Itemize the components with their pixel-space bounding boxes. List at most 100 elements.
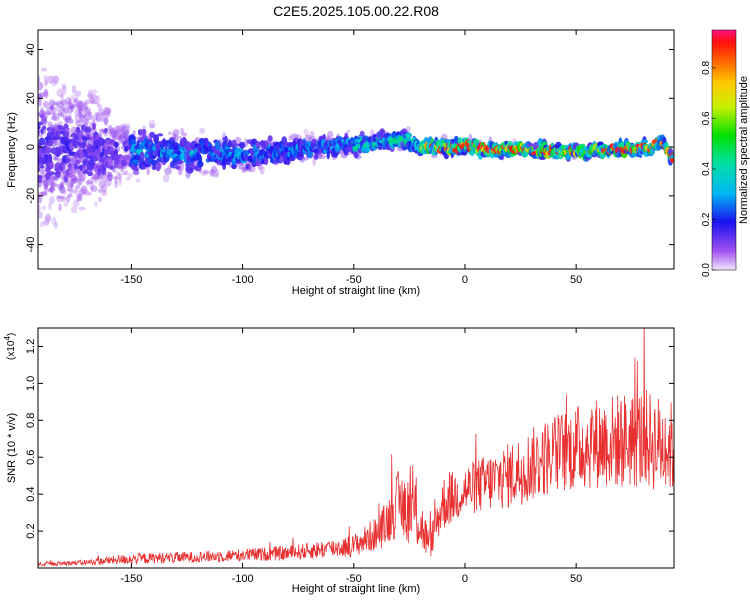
spectrogram-cell bbox=[135, 178, 141, 183]
spectrogram-cell bbox=[52, 123, 60, 131]
spectrogram-cell bbox=[112, 129, 117, 138]
spectrogram-cell bbox=[132, 171, 140, 175]
spectrogram-cell bbox=[72, 170, 76, 178]
spectrogram-cell bbox=[172, 129, 180, 137]
spectrogram-cell bbox=[51, 80, 57, 87]
spectrogram-cell bbox=[105, 157, 111, 162]
spectrogram-cell bbox=[56, 195, 64, 199]
spectrogram-cell bbox=[102, 111, 110, 120]
spectrogram-cell bbox=[335, 150, 342, 155]
figure-title: C2E5.2025.105.00.22.R08 bbox=[273, 3, 439, 19]
spectrogram-cell bbox=[39, 165, 45, 169]
spectrogram-cell bbox=[53, 101, 59, 106]
spectrogram-cell bbox=[49, 186, 55, 190]
spectrogram-cell bbox=[76, 102, 84, 112]
spectrogram-cell bbox=[247, 161, 253, 170]
spectrogram-cell bbox=[122, 122, 126, 128]
spectrogram-cell bbox=[90, 114, 98, 122]
spectrogram-cell bbox=[104, 132, 108, 137]
spectrogram-cell bbox=[118, 173, 122, 182]
spectrogram-cell bbox=[75, 184, 81, 190]
spectrogram-cell bbox=[91, 123, 97, 127]
snr-x-tick-label: 50 bbox=[570, 573, 582, 585]
spectrogram-cell bbox=[46, 173, 54, 183]
spectrogram-cell bbox=[73, 103, 79, 108]
snr-x-tick-label: 0 bbox=[462, 573, 468, 585]
spectrogram-cell bbox=[48, 99, 56, 108]
spectrogram-cell bbox=[48, 202, 52, 211]
spectrogram-cell bbox=[116, 135, 124, 141]
spectrogram-cell bbox=[196, 160, 204, 168]
spectrogram-cell bbox=[304, 134, 312, 142]
spectrogram-cell bbox=[108, 127, 116, 136]
spectrogram-cell bbox=[288, 135, 293, 142]
spectrogram-cell bbox=[255, 140, 261, 149]
spectrogram-cell bbox=[40, 67, 48, 72]
spectrogram-cell bbox=[180, 152, 185, 161]
colorbar-gradient bbox=[711, 29, 737, 271]
colorbar-tick-label: 0.0 bbox=[701, 263, 712, 277]
spectrogram-y-tick-label: 40 bbox=[25, 43, 37, 55]
spectrogram-x-tick-label: 0 bbox=[462, 274, 468, 286]
spectrogram-cell bbox=[70, 104, 74, 113]
spectrogram-cell bbox=[84, 111, 92, 116]
spectrogram-cell bbox=[93, 154, 99, 162]
spectrogram-cell bbox=[84, 102, 88, 112]
spectrogram-cell bbox=[59, 181, 65, 191]
spectrogram-cell bbox=[241, 167, 247, 173]
spectrogram-cell bbox=[76, 149, 84, 159]
spectrogram-cell bbox=[56, 173, 64, 179]
spectrogram-cell bbox=[40, 107, 44, 117]
spectrogram-y-tick-label: -20 bbox=[25, 188, 37, 204]
spectrogram-cell bbox=[53, 75, 59, 82]
spectrogram-cell bbox=[106, 107, 110, 115]
spectrogram-cell bbox=[202, 169, 210, 175]
spectrogram-cell bbox=[70, 182, 74, 189]
spectrogram-cell bbox=[38, 121, 44, 126]
spectrogram-cell bbox=[49, 196, 55, 204]
spectrogram-cell bbox=[168, 136, 176, 141]
spectrogram-cell bbox=[152, 165, 157, 171]
spectrogram-y-tick-label: 20 bbox=[25, 92, 37, 104]
spectrogram-cell bbox=[88, 111, 92, 117]
spectrogram-cell bbox=[64, 174, 68, 183]
spectrogram-cell bbox=[104, 143, 108, 149]
spectrogram-cell bbox=[194, 137, 198, 145]
spectrogram-cell bbox=[240, 166, 248, 171]
spectrogram-cell bbox=[155, 161, 162, 172]
spectrogram-cell bbox=[98, 173, 106, 181]
spectrogram-cell bbox=[38, 97, 42, 107]
spectrogram-cell bbox=[98, 117, 106, 123]
snr-scale-suffix: ) bbox=[6, 333, 17, 336]
spectrogram-cell bbox=[84, 191, 92, 196]
spectrogram-y-ticks: -40 -20 0 20 40 bbox=[25, 43, 674, 253]
spectrogram-cell bbox=[71, 177, 77, 185]
spectrogram-cell bbox=[109, 165, 115, 170]
spectrogram-cell bbox=[58, 184, 66, 194]
spectrogram-cell bbox=[172, 142, 180, 151]
spectrogram-cell bbox=[146, 166, 151, 176]
snr-x-tick-label: -50 bbox=[346, 573, 362, 585]
spectrogram-cell bbox=[115, 163, 121, 169]
spectrogram-cell bbox=[327, 130, 334, 140]
spectrogram-cell bbox=[404, 133, 412, 138]
spectrogram-cell bbox=[95, 95, 101, 102]
spectrogram-cell bbox=[68, 97, 72, 107]
spectrogram-cell bbox=[112, 136, 117, 141]
spectrogram-cell bbox=[43, 88, 49, 97]
spectrogram-cell bbox=[90, 89, 98, 95]
spectrogram-cell bbox=[80, 101, 88, 105]
spectrogram-cell bbox=[80, 168, 84, 172]
spectrogram-cell bbox=[55, 170, 61, 178]
spectrogram-cell bbox=[112, 176, 120, 180]
spectrogram-cell bbox=[599, 153, 606, 158]
spectrogram-cell bbox=[78, 206, 86, 211]
spectrogram-cell bbox=[64, 135, 72, 139]
spectrogram-cell bbox=[39, 221, 45, 228]
colorbar-tick-label: 0.4 bbox=[701, 162, 712, 176]
spectrogram-cell bbox=[40, 83, 44, 88]
spectrogram-cell bbox=[168, 131, 173, 135]
spectrogram-cell bbox=[56, 195, 64, 203]
spectrogram-cell bbox=[104, 158, 112, 163]
spectrogram-cell bbox=[44, 146, 52, 154]
